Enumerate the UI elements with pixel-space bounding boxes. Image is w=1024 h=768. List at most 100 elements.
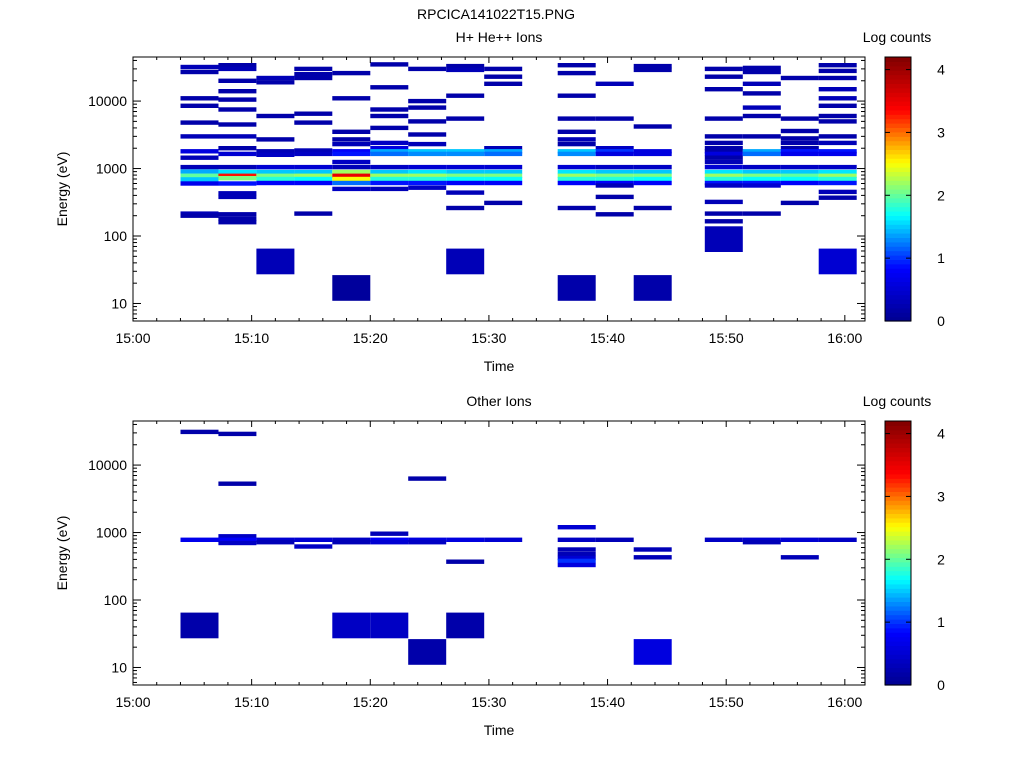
colorbar-segment xyxy=(885,285,911,291)
colorbar-segment xyxy=(885,500,911,506)
heatmap-cell xyxy=(446,176,485,182)
colorbar-segment xyxy=(885,114,911,120)
heatmap-cell xyxy=(332,149,371,154)
heatmap-cell xyxy=(408,132,447,137)
heatmap-cell xyxy=(780,164,819,170)
heatmap-cell xyxy=(742,65,781,71)
heatmap-cell xyxy=(332,169,371,175)
heatmap-cell xyxy=(332,137,371,142)
heatmap-cell xyxy=(370,125,409,131)
colorbar-segment xyxy=(885,307,911,313)
heatmap-cell xyxy=(595,169,634,175)
heatmap-cell xyxy=(633,164,672,170)
colorbar-segment xyxy=(885,588,911,594)
heatmap-cell xyxy=(742,537,781,542)
heatmap-cell xyxy=(595,151,634,157)
heatmap-cell xyxy=(484,169,523,175)
heatmap-cell xyxy=(332,151,371,157)
heatmap-cell xyxy=(595,180,634,186)
x-tick-label: 15:10 xyxy=(234,330,269,346)
colorbar-segment xyxy=(885,118,911,124)
colorbar-segment xyxy=(885,162,911,168)
heatmap-cell xyxy=(818,68,857,74)
colorbar-segment xyxy=(885,294,911,300)
heatmap-cell xyxy=(557,547,596,552)
colorbar-segment xyxy=(885,504,911,510)
colorbar-segment xyxy=(885,246,911,252)
heatmap-cell xyxy=(370,186,409,192)
heatmap-cell xyxy=(633,555,672,560)
colorbar-segment xyxy=(885,303,911,309)
heatmap-cell xyxy=(218,216,257,221)
heatmap-cell xyxy=(370,180,409,186)
heatmap-cell xyxy=(218,220,257,225)
heatmap-cell xyxy=(704,151,743,157)
heatmap-cell xyxy=(557,176,596,182)
colorbar-segment xyxy=(885,535,911,541)
heatmap-cell xyxy=(256,80,295,85)
heatmap-cell xyxy=(370,173,409,178)
heatmap-cell xyxy=(633,275,672,301)
heatmap-cell xyxy=(633,63,672,69)
heatmap-cell xyxy=(780,537,819,542)
colorbar-segment xyxy=(885,83,911,89)
heatmap-cell xyxy=(484,537,523,542)
heatmap-cell xyxy=(408,66,447,72)
heatmap-cell xyxy=(633,169,672,175)
heatmap-cell xyxy=(484,66,523,72)
heatmap-cell xyxy=(704,134,743,139)
heatmap-cell xyxy=(818,134,857,139)
colorbar-segment xyxy=(885,487,911,492)
heatmap-cell xyxy=(780,146,819,151)
heatmap-cell xyxy=(780,176,819,182)
heatmap-cell xyxy=(557,63,596,68)
heatmap-cell xyxy=(218,146,257,151)
heatmap-cell xyxy=(704,211,743,216)
colorbar-tick-label: 3 xyxy=(937,488,945,504)
heatmap-cell xyxy=(446,116,485,121)
heatmap-cell xyxy=(780,200,819,206)
heatmap-cell xyxy=(780,169,819,175)
heatmap-cell xyxy=(704,219,743,224)
heatmap-cell xyxy=(557,173,596,178)
heatmap-cell xyxy=(218,89,257,94)
heatmap-cell xyxy=(595,149,634,154)
heatmap-cell xyxy=(484,173,523,178)
heatmap-cell xyxy=(370,537,409,542)
figure-title: RPCICA141022T15.PNG xyxy=(417,6,575,22)
colorbar-segment xyxy=(885,197,911,203)
heatmap-cell xyxy=(742,149,781,154)
heatmap-cell xyxy=(294,211,333,216)
heatmap-cell xyxy=(818,113,857,119)
heatmap-cell xyxy=(742,173,781,178)
heatmap-cell xyxy=(780,75,819,81)
heatmap-cell xyxy=(446,180,485,186)
colorbar-segment xyxy=(885,158,911,164)
colorbar-tick-label: 2 xyxy=(937,187,945,203)
heatmap-cell xyxy=(818,75,857,81)
colorbar-segment xyxy=(885,636,911,642)
colorbar-segment xyxy=(885,277,911,282)
heatmap-cell xyxy=(294,75,333,81)
colorbar-frame xyxy=(884,56,912,322)
colorbar-segment xyxy=(885,447,911,453)
heatmap-cell xyxy=(446,67,485,73)
y-axis-label: Energy (eV) xyxy=(54,152,70,227)
y-axis-label: Energy (eV) xyxy=(54,516,70,591)
heatmap-cell xyxy=(332,173,371,178)
heatmap-cell xyxy=(484,200,523,206)
heatmap-cell xyxy=(218,191,257,196)
heatmap-cell xyxy=(704,140,743,146)
heatmap-cell xyxy=(218,176,257,181)
heatmap-cell xyxy=(557,558,596,564)
heatmap-cell xyxy=(332,164,371,170)
colorbar-segment xyxy=(885,539,911,545)
heatmap-cell xyxy=(818,537,857,542)
heatmap-cell xyxy=(408,149,447,154)
x-tick-label: 15:40 xyxy=(590,330,625,346)
colorbar-segment xyxy=(885,263,911,269)
heatmap-cell xyxy=(742,134,781,139)
colorbar-segment xyxy=(885,206,911,212)
heatmap-cell xyxy=(408,537,447,542)
heatmap-cell xyxy=(446,559,485,564)
